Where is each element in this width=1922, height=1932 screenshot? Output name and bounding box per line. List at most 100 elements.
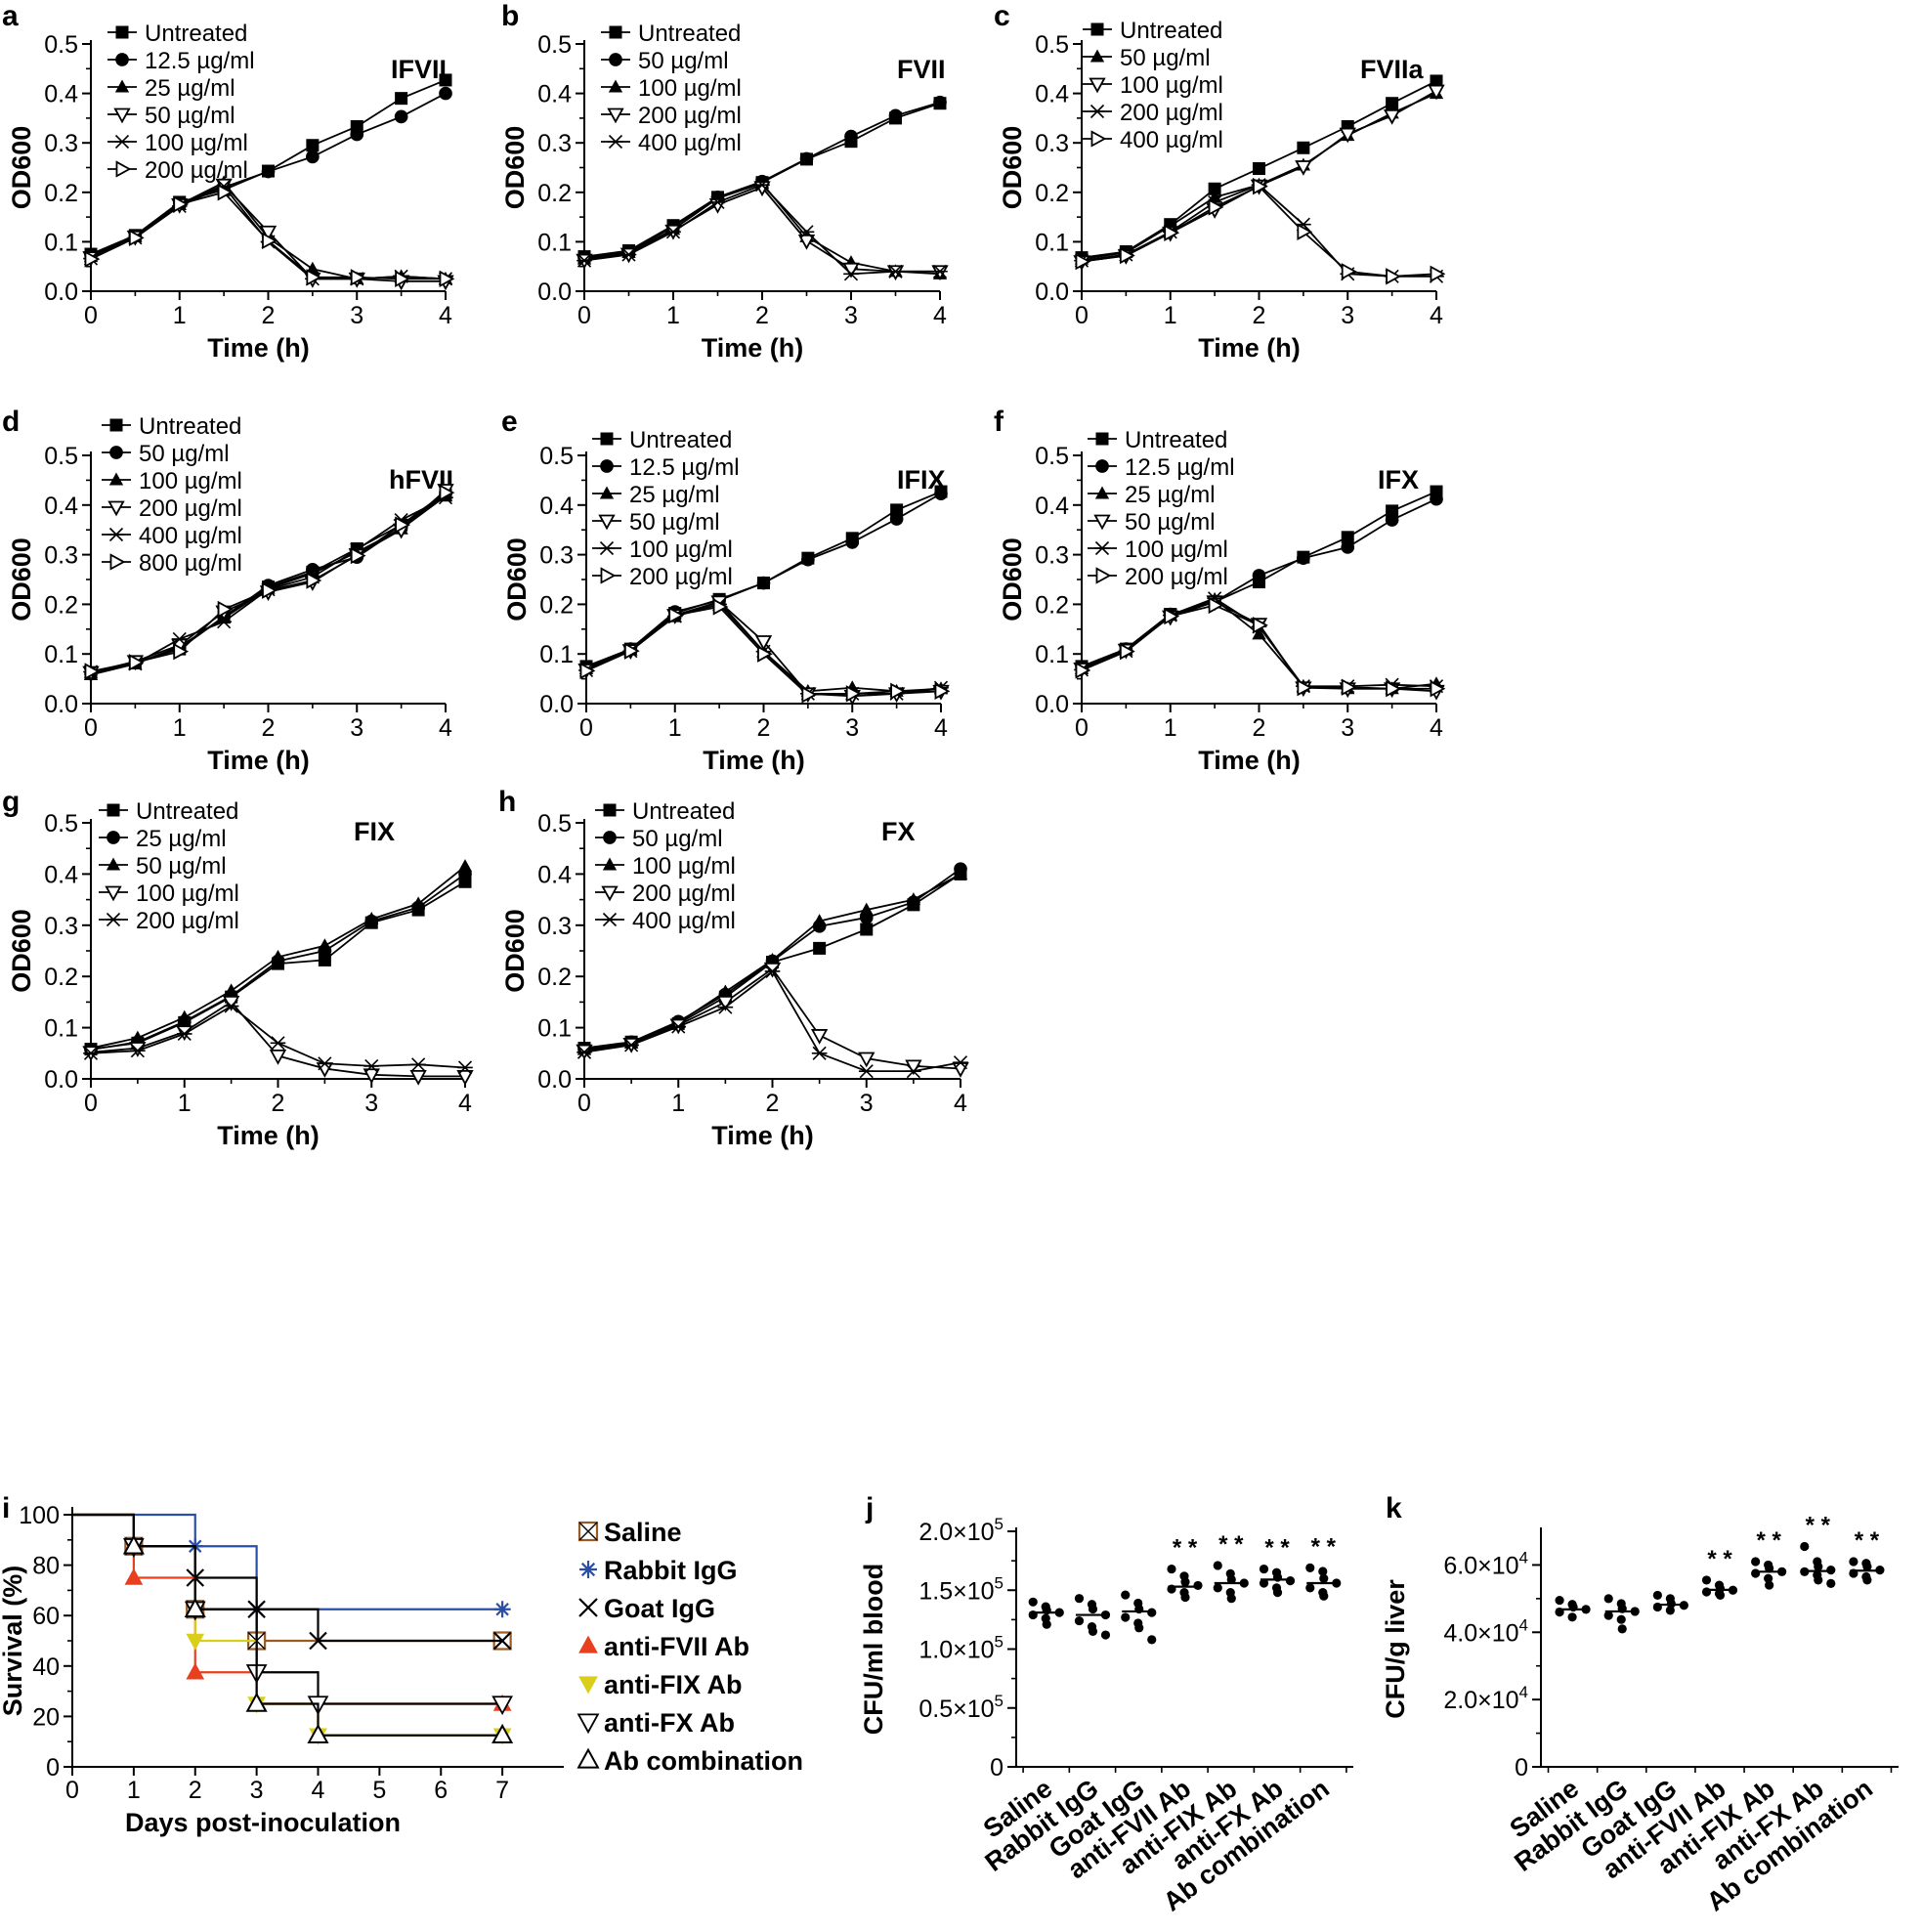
data-point (1751, 1568, 1761, 1578)
data-point (271, 949, 285, 963)
legend-label: Untreated (1125, 427, 1227, 453)
legend-item: 100 µg/ml (1088, 537, 1228, 563)
chart-title: IFVII (391, 55, 447, 84)
series-1 (72, 1513, 511, 1618)
legend-marker (1093, 514, 1111, 531)
data-point (812, 914, 827, 927)
y-axis-label: CFU/g liver (1381, 1579, 1410, 1719)
y-tick-label: 0.5×105 (918, 1692, 1004, 1723)
data-point (307, 1723, 329, 1743)
legend-marker (598, 514, 616, 531)
series-5 (1075, 596, 1446, 698)
x-tick-label: 3 (1341, 714, 1354, 742)
panel-b: b 0.0 0.1 0.2 0.3 0.4 0.5 0 1 2 3 4 Time (h) OD600 FVI… (500, 0, 949, 363)
y-tick-label: 0.3 (1035, 542, 1069, 570)
data-point (1297, 223, 1313, 240)
data-point (717, 1000, 734, 1014)
data-point (1341, 531, 1354, 544)
legend-marker (608, 79, 623, 93)
data-point (217, 184, 234, 201)
legend-item: anti-FIX Ab (578, 1670, 743, 1699)
legend-item: 100 µg/ml (595, 853, 736, 880)
panel-letter: k (1386, 1492, 1402, 1524)
data-point (130, 1030, 146, 1044)
data-point (801, 552, 815, 567)
data-point (306, 572, 322, 589)
x-axis-label: Time (h) (703, 746, 805, 775)
panel-c: c 0.0 0.1 0.2 0.3 0.4 0.5 0 1 2 3 4 Time (h) OD600 FVI… (994, 0, 1446, 363)
data-point (577, 253, 592, 268)
data-point (1119, 642, 1135, 661)
data-point (1285, 1576, 1296, 1586)
legend-label: 100 µg/ml (139, 468, 242, 494)
y-tick-label: 0.0 (537, 279, 572, 306)
y-tick-label: 0.4 (44, 81, 78, 108)
significance-marker: * * (1173, 1535, 1198, 1562)
x-tick-label: 3 (860, 1090, 874, 1117)
x-tick-label: 4 (1430, 714, 1443, 742)
legend-item: 25 µg/ml (1088, 482, 1216, 508)
legend-item: 200 µg/ml (595, 880, 736, 907)
data-point (1213, 1583, 1222, 1593)
data-point (623, 642, 640, 660)
data-point (670, 1019, 687, 1034)
data-point (953, 1055, 968, 1070)
legend-marker (599, 540, 615, 556)
data-point (952, 1062, 969, 1078)
survival-line (72, 1513, 503, 1610)
data-point (859, 902, 874, 916)
legend-marker (109, 446, 123, 459)
data-point (1180, 1577, 1190, 1587)
legend-item: 25 µg/ml (592, 482, 720, 508)
series-4 (1075, 178, 1446, 285)
x-tick-label: 1 (173, 302, 187, 329)
panel-j: j 0 0.5×105 1.0×105 1.5×105 2.0×105 CFU/ml blo… (859, 1492, 1353, 1917)
legend-item: anti-FVII Ab (578, 1632, 749, 1661)
legend-label: 12.5 µg/ml (629, 454, 740, 481)
data-point (860, 923, 874, 936)
data-point (262, 232, 278, 250)
series-line (583, 182, 941, 276)
legend-label: 12.5 µg/ml (1125, 454, 1235, 481)
legend-label: 50 µg/ml (632, 826, 723, 852)
y-tick-label: 0 (990, 1754, 1004, 1782)
significance-marker: * * (1218, 1531, 1244, 1558)
data-point (1088, 1626, 1098, 1637)
data-point (269, 1049, 287, 1065)
data-point (394, 109, 408, 124)
series-line (1081, 604, 1436, 690)
x-tick-label: 0 (577, 1090, 591, 1117)
legend-marker (578, 1635, 598, 1653)
data-point (1147, 1608, 1157, 1617)
legend-item: 200 µg/ml (592, 564, 733, 590)
x-axis-label: Time (h) (1198, 333, 1301, 363)
legend-item: Untreated (99, 798, 238, 825)
legend-label: 400 µg/ml (139, 523, 242, 549)
data-point (858, 1052, 876, 1068)
series-4 (577, 178, 948, 281)
x-tick-label: 5 (372, 1777, 386, 1804)
series-2 (83, 859, 473, 1054)
y-tick-label: 60 (32, 1603, 60, 1630)
y-tick-label: 0.5 (44, 31, 78, 59)
legend-item: Untreated (592, 427, 732, 453)
y-tick-label: 0.1 (539, 641, 574, 668)
legend-item: 50 µg/ml (1088, 509, 1216, 536)
legend-label: 100 µg/ml (136, 880, 239, 907)
data-point (245, 1692, 268, 1712)
data-point (1386, 97, 1399, 110)
legend-marker (1089, 104, 1105, 119)
data-point (844, 129, 858, 144)
data-point (1295, 160, 1312, 176)
data-point (1147, 1635, 1157, 1645)
data-point (1751, 1557, 1761, 1567)
legend-marker (109, 553, 126, 571)
data-point (712, 598, 729, 616)
panel-h: h 0.0 0.1 0.2 0.3 0.4 0.5 0 1 2 3 4 Time (h) OD600 FX U… (498, 786, 969, 1150)
data-point (845, 685, 862, 703)
x-axis-label: Time (h) (702, 333, 804, 363)
significance-marker: * * (1311, 1533, 1337, 1560)
x-tick-label: 3 (250, 1777, 264, 1804)
legend-label: 50 µg/ml (638, 48, 729, 74)
legend-marker (1095, 459, 1109, 473)
